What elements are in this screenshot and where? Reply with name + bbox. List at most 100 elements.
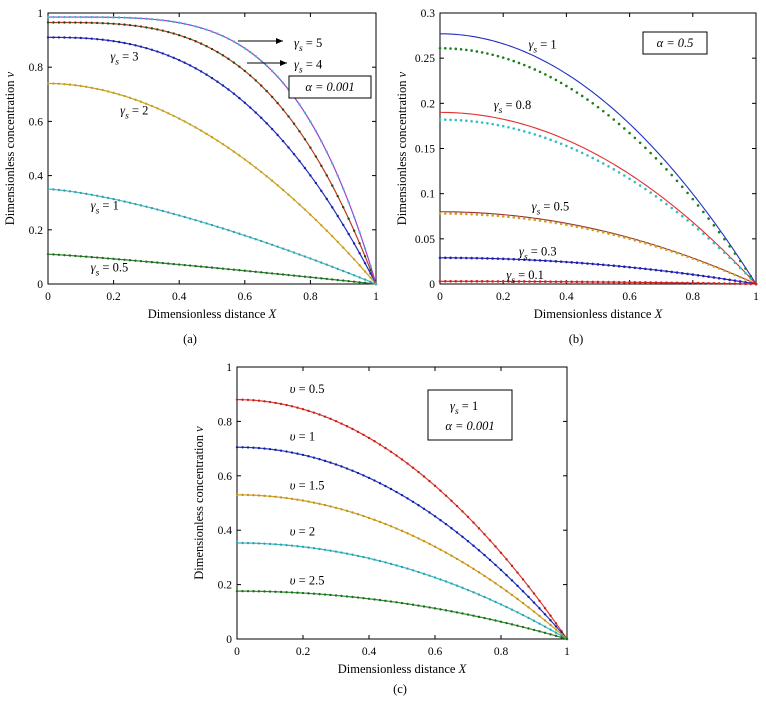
series-point	[707, 217, 710, 220]
series-point	[156, 28, 159, 31]
series-point	[205, 45, 208, 48]
series-point	[483, 574, 486, 578]
series-label: γs = 0.5	[532, 199, 570, 217]
series-point	[459, 280, 463, 283]
series-point	[665, 168, 668, 171]
series-point	[675, 281, 679, 285]
series-line	[236, 446, 568, 640]
series-point	[659, 198, 663, 202]
series-point	[329, 461, 332, 464]
chart-panel-2: 0 0.2 0.4 0.6 0.8 1 0 0.05 0.1 0.15 0.2 0.25 0.3 Dime…	[395, 8, 759, 346]
annotation-box	[288, 75, 372, 99]
series-point	[298, 159, 301, 163]
series-point	[290, 451, 294, 454]
series-point	[516, 571, 519, 574]
series-point	[461, 612, 464, 615]
series-point	[612, 118, 616, 121]
series-point	[472, 591, 475, 594]
series-point	[287, 273, 290, 277]
series-3	[235, 493, 569, 641]
series-point	[150, 18, 154, 21]
series-point	[123, 23, 126, 26]
panel-label: (b)	[569, 332, 584, 346]
series-point	[268, 495, 272, 498]
series-point	[106, 22, 110, 25]
series-point	[268, 542, 272, 546]
series-point	[443, 118, 447, 121]
series-point	[565, 144, 568, 148]
series-point	[472, 614, 475, 617]
series-point	[554, 280, 558, 283]
series-point	[670, 270, 674, 274]
series-label: υ = 2.5	[290, 574, 325, 588]
series-point	[117, 40, 121, 44]
series-label: υ = 0.5	[290, 382, 325, 396]
series-point	[314, 181, 318, 185]
series-point	[491, 53, 494, 57]
series-point	[717, 230, 721, 234]
series-point	[444, 494, 448, 497]
series-point	[455, 504, 459, 508]
series-point	[465, 212, 468, 216]
series-point	[363, 261, 367, 265]
series-point	[549, 259, 552, 263]
series-label: γs = 1	[91, 198, 119, 216]
series-point	[532, 592, 536, 595]
series-point	[334, 463, 338, 466]
y-tick-label: 0.2	[29, 225, 44, 237]
series-point	[494, 545, 497, 548]
series-point	[188, 123, 192, 126]
series-point	[254, 237, 257, 241]
series-6	[46, 15, 378, 286]
series-point	[580, 94, 584, 98]
series-point	[46, 36, 50, 39]
series-point	[265, 89, 268, 93]
series-point	[287, 146, 290, 149]
series-point	[139, 204, 143, 207]
series-point	[150, 48, 154, 51]
series-point	[702, 274, 705, 278]
series-point	[301, 408, 305, 411]
series-point	[238, 96, 241, 100]
series-point	[123, 258, 126, 261]
series-point	[46, 187, 50, 191]
series-point	[221, 267, 225, 270]
y-tick-label: 0.05	[415, 234, 435, 246]
series-point	[325, 277, 328, 281]
series-point	[57, 21, 61, 24]
series-point	[139, 259, 143, 263]
series-point	[466, 515, 470, 519]
series-3	[438, 211, 758, 286]
series-point	[378, 482, 382, 485]
series-point	[96, 37, 99, 41]
x-tick-label: 0	[234, 646, 240, 658]
series-point	[570, 146, 573, 150]
series-point	[494, 619, 497, 622]
series-point	[106, 39, 110, 42]
series-point	[510, 564, 514, 568]
series-point	[101, 38, 104, 41]
series-point	[675, 251, 679, 255]
series-point	[533, 68, 537, 71]
series-point	[554, 78, 558, 82]
series-point	[389, 450, 393, 453]
series-point	[128, 201, 132, 204]
series-point	[351, 595, 354, 599]
series-point	[612, 233, 616, 237]
series-point	[68, 21, 72, 24]
series-point	[188, 264, 192, 267]
series-point	[265, 122, 268, 125]
series-point	[307, 455, 310, 458]
series-point	[356, 596, 360, 599]
series-point	[292, 274, 296, 277]
series-point	[384, 446, 387, 450]
series-point	[439, 608, 442, 611]
series-line	[47, 16, 377, 285]
series-point	[575, 225, 579, 229]
series-point	[205, 73, 208, 76]
series-point	[221, 54, 225, 57]
series-point	[352, 258, 356, 261]
annotation-text: γs = 1	[450, 399, 478, 417]
series-point	[527, 606, 530, 609]
series-point	[336, 214, 339, 218]
